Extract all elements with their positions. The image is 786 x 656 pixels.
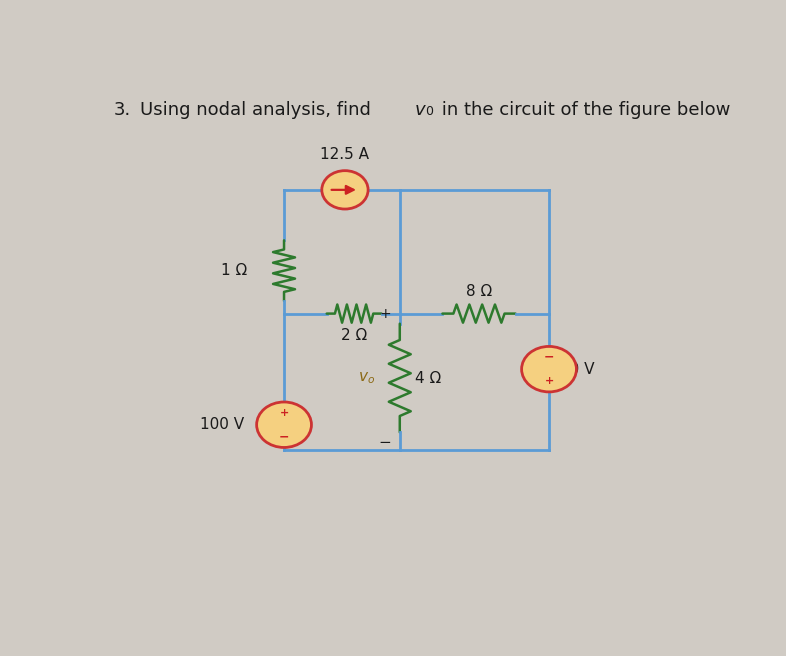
Text: +: + xyxy=(279,408,288,418)
Text: 2 Ω: 2 Ω xyxy=(341,328,367,342)
Text: 0: 0 xyxy=(425,106,433,119)
Text: 1 Ω: 1 Ω xyxy=(221,263,248,278)
Text: 100 V: 100 V xyxy=(200,417,244,432)
Text: 4 Ω: 4 Ω xyxy=(415,371,441,386)
Text: −: − xyxy=(279,430,289,443)
Circle shape xyxy=(257,402,311,447)
Text: +: + xyxy=(545,376,553,386)
Text: 50 V: 50 V xyxy=(560,361,594,377)
Text: +: + xyxy=(379,307,391,321)
Text: −: − xyxy=(378,435,391,450)
Text: $v_o$: $v_o$ xyxy=(358,370,375,386)
Text: 3.: 3. xyxy=(113,102,130,119)
Text: −: − xyxy=(544,351,554,364)
Circle shape xyxy=(522,346,576,392)
Text: 8 Ω: 8 Ω xyxy=(466,285,492,299)
Circle shape xyxy=(321,171,368,209)
Text: Using nodal analysis, find: Using nodal analysis, find xyxy=(140,102,376,119)
Text: 12.5 A: 12.5 A xyxy=(321,146,369,161)
Text: v: v xyxy=(414,102,425,119)
Text: in the circuit of the figure below: in the circuit of the figure below xyxy=(436,102,731,119)
